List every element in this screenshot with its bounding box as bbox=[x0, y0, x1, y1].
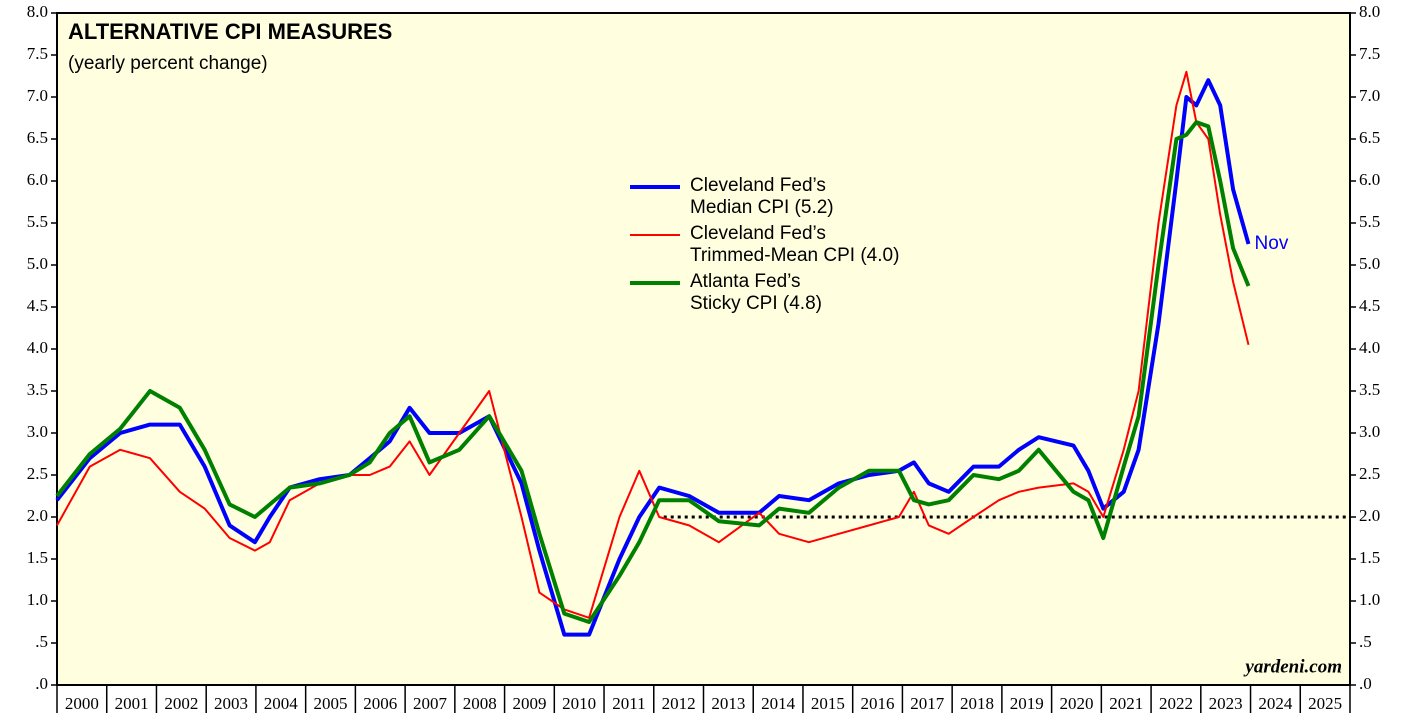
y-tick-label: 8.0 bbox=[1359, 2, 1380, 21]
x-tick-label: 2013 bbox=[711, 694, 745, 713]
y-tick-label: 3.5 bbox=[1359, 380, 1380, 399]
x-tick-label: 2024 bbox=[1258, 694, 1293, 713]
y-tick-label: .5 bbox=[1359, 632, 1372, 651]
y-tick-label: 7.5 bbox=[1359, 44, 1380, 63]
x-tick-label: 2002 bbox=[164, 694, 198, 713]
x-tick-label: 2022 bbox=[1159, 694, 1193, 713]
y-tick-label: .5 bbox=[35, 632, 48, 651]
y-tick-label: 1.0 bbox=[1359, 590, 1380, 609]
legend-label: Atlanta Fed’s Sticky CPI (4.8) bbox=[690, 271, 822, 314]
y-tick-label: 3.0 bbox=[1359, 422, 1380, 441]
y-tick-label: 7.5 bbox=[27, 44, 48, 63]
x-tick-label: 2008 bbox=[463, 694, 497, 713]
x-tick-label: 2023 bbox=[1209, 694, 1243, 713]
end-label: Nov bbox=[1255, 233, 1289, 254]
y-tick-label: 3.5 bbox=[27, 380, 48, 399]
y-tick-label: 2.5 bbox=[27, 464, 48, 483]
source: yardeni.com bbox=[1243, 656, 1342, 677]
y-tick-label: 7.0 bbox=[1359, 86, 1380, 105]
x-tick-label: 2010 bbox=[562, 694, 596, 713]
x-tick-label: 2012 bbox=[662, 694, 696, 713]
series-line bbox=[55, 78, 1251, 637]
x-tick-label: 2005 bbox=[314, 694, 348, 713]
series-line bbox=[55, 120, 1251, 624]
y-tick-label: .0 bbox=[1359, 674, 1372, 693]
y-tick-label: 5.5 bbox=[27, 212, 48, 231]
series-line bbox=[56, 70, 1250, 619]
x-tick-label: 2021 bbox=[1109, 694, 1143, 713]
x-tick-label: 2001 bbox=[115, 694, 149, 713]
y-tick-label: 4.0 bbox=[1359, 338, 1380, 357]
x-tick-label: 2004 bbox=[264, 694, 299, 713]
y-tick-label: 2.0 bbox=[27, 506, 48, 525]
y-tick-label: 5.0 bbox=[1359, 254, 1380, 273]
y-tick-label: 2.0 bbox=[1359, 506, 1380, 525]
x-tick-label: 2009 bbox=[512, 694, 546, 713]
x-tick-label: 2014 bbox=[761, 694, 796, 713]
x-tick-label: 2025 bbox=[1308, 694, 1342, 713]
x-tick-label: 2003 bbox=[214, 694, 248, 713]
y-tick-label: 1.5 bbox=[27, 548, 48, 567]
y-tick-label: 4.5 bbox=[27, 296, 48, 315]
x-tick-label: 2018 bbox=[960, 694, 994, 713]
y-tick-label: 6.0 bbox=[1359, 170, 1380, 189]
x-tick-label: 2020 bbox=[1059, 694, 1093, 713]
y-tick-label: 4.5 bbox=[1359, 296, 1380, 315]
y-tick-label: 2.5 bbox=[1359, 464, 1380, 483]
x-tick-label: 2017 bbox=[910, 694, 945, 713]
x-tick-label: 2016 bbox=[861, 694, 895, 713]
x-tick-label: 2015 bbox=[811, 694, 845, 713]
y-tick-label: .0 bbox=[35, 674, 48, 693]
x-tick-label: 2007 bbox=[413, 694, 448, 713]
y-tick-label: 7.0 bbox=[27, 86, 48, 105]
x-tick-label: 2011 bbox=[612, 694, 645, 713]
y-tick-label: 4.0 bbox=[27, 338, 48, 357]
x-tick-label: 2000 bbox=[65, 694, 99, 713]
y-tick-label: 6.5 bbox=[1359, 128, 1380, 147]
y-tick-label: 1.5 bbox=[1359, 548, 1380, 567]
y-tick-label: 6.5 bbox=[27, 128, 48, 147]
chart-title: ALTERNATIVE CPI MEASURES bbox=[68, 19, 392, 44]
y-tick-label: 8.0 bbox=[27, 2, 48, 21]
y-tick-label: 5.0 bbox=[27, 254, 48, 273]
x-tick-label: 2006 bbox=[363, 694, 397, 713]
legend-label: Cleveland Fed’s Trimmed-Mean CPI (4.0) bbox=[690, 223, 900, 266]
legend-label: Cleveland Fed’s Median CPI (5.2) bbox=[690, 175, 834, 218]
chart-subtitle: (yearly percent change) bbox=[68, 53, 268, 74]
plot-area bbox=[56, 12, 1351, 686]
x-tick-label: 2019 bbox=[1010, 694, 1044, 713]
y-tick-label: 5.5 bbox=[1359, 212, 1380, 231]
y-tick-label: 1.0 bbox=[27, 590, 48, 609]
y-tick-label: 3.0 bbox=[27, 422, 48, 441]
y-tick-label: 6.0 bbox=[27, 170, 48, 189]
